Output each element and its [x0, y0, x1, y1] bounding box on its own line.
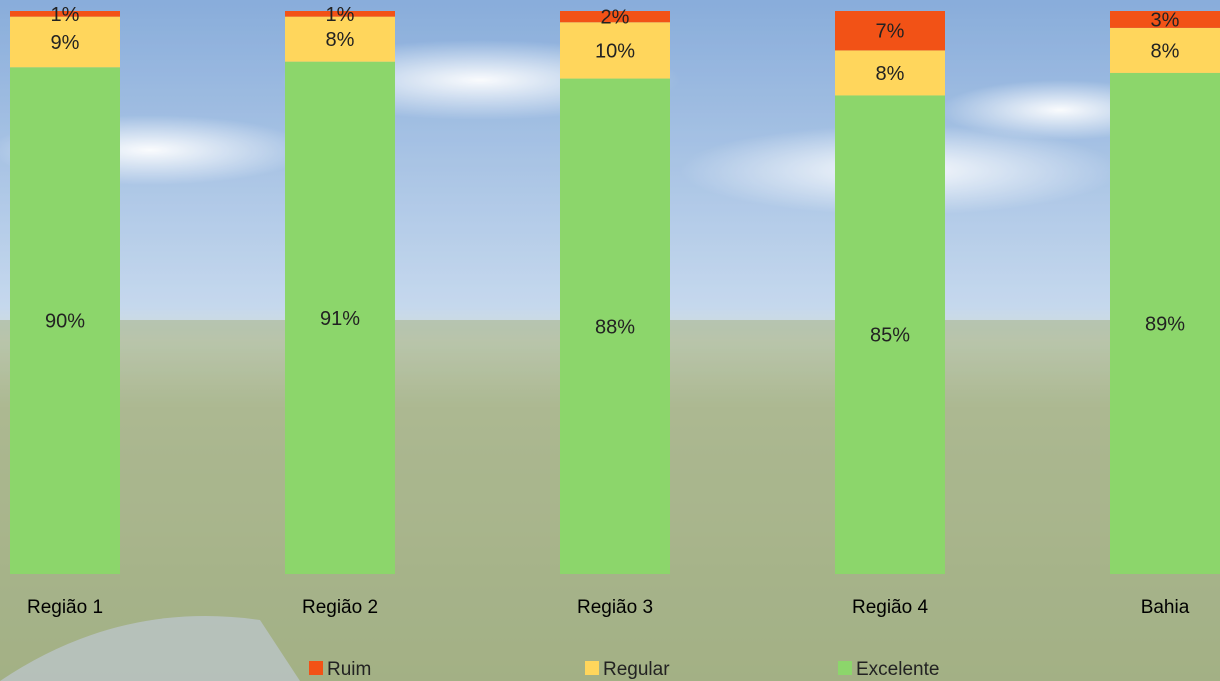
bar-ruim-2 — [285, 11, 395, 17]
legend-swatch-excelente — [838, 661, 852, 675]
legend-label-regular: Regular — [603, 659, 670, 680]
category-labels: Região 1 Região 2 Região 3 Região 4 Bahia — [27, 597, 1190, 618]
bars-group: 90% 9% 1% 91% 8% 1% 88% 10% 2% 85% 8% 7% 89% 8% 3% — [10, 4, 1220, 575]
bar-regular-3 — [560, 22, 670, 79]
bar-regular-2 — [285, 16, 395, 62]
data-label-ruim-1: 1% — [51, 4, 80, 26]
data-label-regular-1: 9% — [51, 32, 80, 54]
bar-ruim-3 — [560, 11, 670, 23]
bar-excelente-2 — [285, 61, 395, 575]
data-label-excelente-1: 90% — [45, 311, 85, 333]
category-label-2: Região 2 — [302, 597, 378, 618]
bar-ruim-5 — [1110, 11, 1220, 28]
data-label-excelente-2: 91% — [320, 308, 360, 330]
bar-regular-5 — [1110, 27, 1220, 73]
legend-label-ruim: Ruim — [327, 659, 371, 680]
data-label-ruim-2: 1% — [326, 4, 355, 26]
legend: Ruim Regular Excelente — [309, 659, 939, 680]
category-label-4: Região 4 — [852, 597, 928, 618]
bar-excelente-3 — [560, 78, 670, 574]
legend-swatch-regular — [585, 661, 599, 675]
category-label-3: Região 3 — [577, 597, 653, 618]
data-label-regular-2: 8% — [326, 29, 355, 51]
bar-excelente-5 — [1110, 72, 1220, 575]
bar-ruim-4 — [835, 11, 945, 51]
data-label-ruim-3: 2% — [601, 7, 630, 29]
legend-swatch-ruim — [309, 661, 323, 675]
legend-label-excelente: Excelente — [856, 659, 939, 680]
bar-regular-4 — [835, 50, 945, 96]
data-label-ruim-4: 7% — [876, 21, 905, 43]
category-label-5: Bahia — [1141, 597, 1190, 618]
data-label-excelente-5: 89% — [1145, 313, 1185, 335]
data-label-regular-4: 8% — [876, 63, 905, 85]
category-label-1: Região 1 — [27, 597, 103, 618]
data-label-regular-5: 8% — [1151, 40, 1180, 62]
data-label-regular-3: 10% — [595, 40, 635, 62]
bar-ruim-1 — [10, 11, 120, 17]
data-label-ruim-5: 3% — [1151, 9, 1180, 31]
bar-regular-1 — [10, 16, 120, 68]
data-label-excelente-4: 85% — [870, 325, 910, 347]
bar-excelente-4 — [835, 95, 945, 574]
bar-excelente-1 — [10, 67, 120, 575]
data-label-excelente-3: 88% — [595, 316, 635, 338]
